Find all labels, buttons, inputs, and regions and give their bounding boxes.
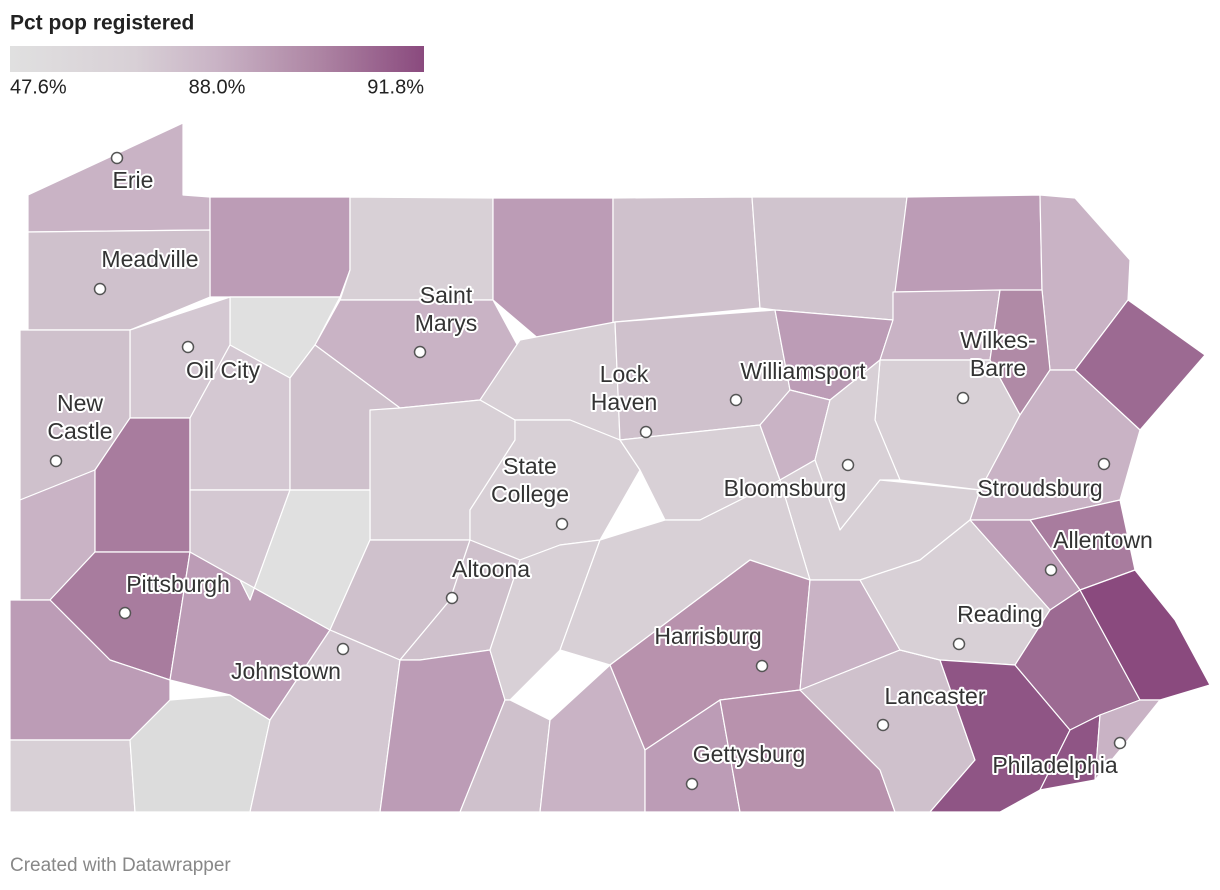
- legend-tick-label: 91.8%: [367, 76, 424, 98]
- city-label: Haven: [591, 389, 657, 415]
- city-dot: [729, 393, 743, 407]
- city-dot: [1044, 563, 1058, 577]
- legend-tick-label: 88.0%: [189, 76, 246, 98]
- city-label: Meadville: [101, 246, 198, 272]
- county: [9, 739, 136, 813]
- city-label: Gettysburg: [693, 741, 806, 767]
- legend-title: Pct pop registered: [10, 12, 194, 35]
- county: [489, 539, 601, 701]
- county: [209, 196, 351, 298]
- legend-ticks: 47.6% 88.0% 91.8%: [10, 76, 424, 98]
- city-dot: [93, 282, 107, 296]
- city-label: Allentown: [1053, 527, 1153, 553]
- city-label: Johnstown: [231, 658, 341, 684]
- city-label: Lock: [600, 361, 649, 387]
- city-dot: [181, 340, 195, 354]
- city-dot: [1097, 457, 1111, 471]
- city-label: Stroudsburg: [977, 475, 1102, 501]
- city-dot: [956, 391, 970, 405]
- city-dot: [755, 659, 769, 673]
- footer: Created with Datawrapper: [10, 855, 231, 876]
- city-label: State: [503, 453, 557, 479]
- city-label: Castle: [47, 418, 112, 444]
- city-label: Barre: [970, 355, 1026, 381]
- city-dot: [555, 517, 569, 531]
- county: [27, 229, 211, 331]
- city-dot: [118, 606, 132, 620]
- city-dot: [876, 718, 890, 732]
- legend-gradient: [10, 46, 424, 72]
- city-label: New: [57, 390, 103, 416]
- county: [894, 194, 1043, 293]
- city-dot: [639, 425, 653, 439]
- city-label: Marys: [415, 310, 478, 336]
- city-dot: [1113, 736, 1127, 750]
- county: [1094, 699, 1161, 781]
- city-dot: [952, 637, 966, 651]
- city-label: College: [491, 481, 569, 507]
- city-label: Philadelphia: [992, 752, 1118, 778]
- county: [459, 699, 551, 813]
- city-label: Erie: [113, 167, 154, 193]
- city-dot: [110, 151, 124, 165]
- legend-tick-label: 47.6%: [10, 76, 67, 98]
- city-dot: [49, 454, 63, 468]
- city-dot: [336, 642, 350, 656]
- city-dot: [445, 591, 459, 605]
- city-label: Bloomsburg: [724, 475, 847, 501]
- city-label: Reading: [957, 601, 1043, 627]
- city-dot: [841, 458, 855, 472]
- city-label: Saint: [420, 282, 473, 308]
- city-dot: [413, 345, 427, 359]
- city-label: Altoona: [452, 556, 530, 582]
- city-label: Pittsburgh: [126, 571, 230, 597]
- counties: [9, 122, 1211, 813]
- city-dot: [685, 777, 699, 791]
- county: [612, 196, 761, 341]
- city-label: Lancaster: [884, 683, 985, 709]
- city-label: Oil City: [186, 357, 261, 383]
- county: [492, 197, 614, 341]
- county: [751, 196, 908, 321]
- city-label: Williamsport: [740, 358, 866, 384]
- city-label: Harrisburg: [654, 623, 761, 649]
- city-label: Wilkes-: [960, 327, 1035, 353]
